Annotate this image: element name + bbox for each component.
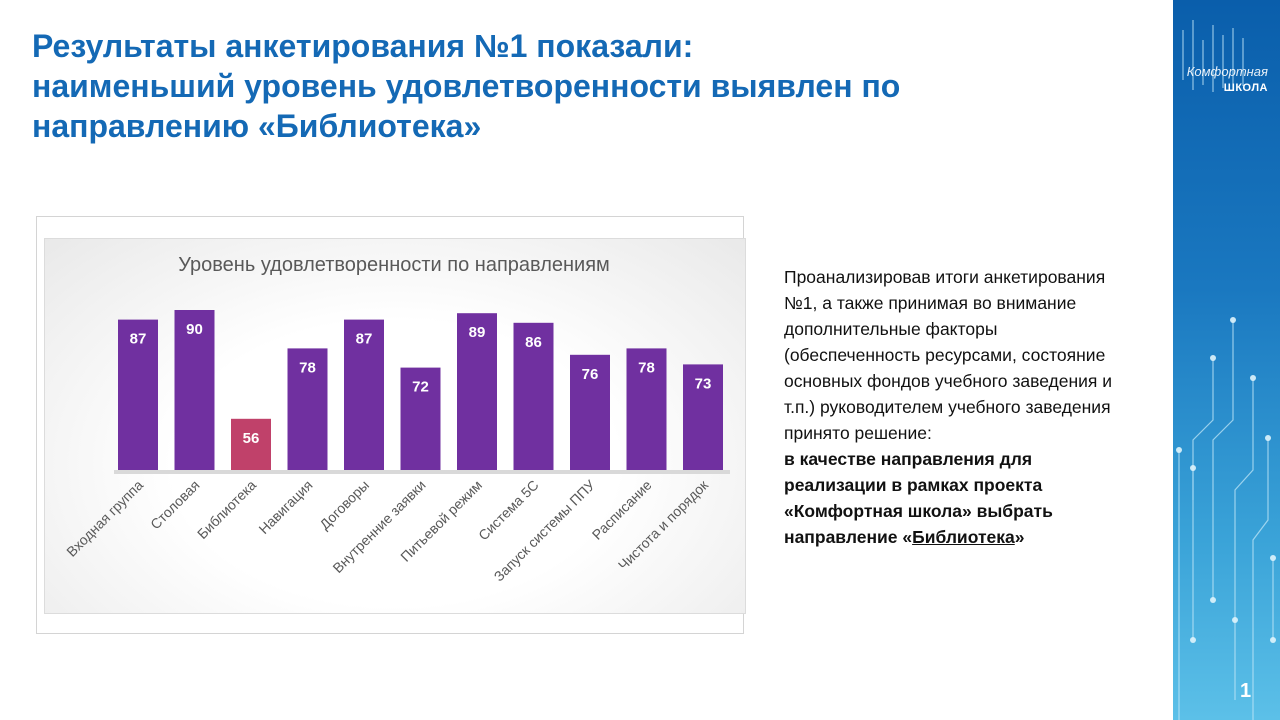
category-tick-label: Навигация — [255, 477, 315, 537]
category-tick-label: Библиотека — [194, 477, 259, 542]
decision-prefix: в качестве направления для реализации в … — [784, 449, 1053, 547]
bar-1 — [118, 319, 158, 470]
slide-number: 1 — [1240, 680, 1252, 702]
category-tick-label: Запуск системы ППУ — [491, 477, 599, 585]
bar-chart: Уровень удовлетворенности по направления… — [63, 254, 730, 585]
bar-9 — [570, 354, 610, 470]
chart-title: Уровень удовлетворенности по направления… — [178, 254, 610, 276]
logo-line-2: ШКОЛА — [1223, 82, 1268, 94]
bar-value-label: 86 — [525, 334, 542, 351]
chart-baseline — [114, 470, 730, 474]
bar-value-label: 73 — [695, 375, 712, 392]
bar-value-label: 87 — [130, 331, 147, 348]
bar-value-label: 72 — [412, 379, 429, 396]
category-tick-label: Столовая — [147, 477, 203, 533]
decorative-side-band — [1173, 0, 1280, 720]
logo-line-1: Комфортная — [1186, 64, 1268, 79]
category-tick-label: Внутренние заявки — [329, 477, 428, 576]
bar-value-label: 78 — [638, 359, 655, 376]
bar-value-label: 78 — [299, 359, 316, 376]
bar-value-label: 56 — [243, 430, 260, 447]
bar-value-label: 76 — [582, 366, 599, 383]
slide-title: Результаты анкетирования №1 показали: на… — [32, 26, 1152, 146]
bar-2 — [174, 310, 215, 470]
category-tick-label: Договоры — [316, 477, 372, 533]
decision-library-link: Библиотека — [912, 527, 1015, 547]
analysis-text: Проанализировав итоги анкетирования №1, … — [784, 267, 1113, 443]
bar-5 — [344, 319, 384, 470]
bar-6 — [400, 367, 441, 470]
circuit-decoration-icon — [1176, 20, 1276, 720]
bar-4 — [287, 348, 328, 470]
bar-3 — [231, 418, 271, 470]
title-line-2: наименьший уровень удовлетворенности выя… — [32, 68, 901, 104]
bar-value-label: 87 — [356, 331, 373, 348]
bar-8 — [513, 322, 554, 470]
decision-bold-text: в качестве направления для реализации в … — [784, 446, 1124, 550]
bar-10 — [626, 348, 667, 470]
bar-7 — [457, 313, 497, 470]
title-line-3: направлению «Библиотека» — [32, 108, 482, 144]
comfort-school-logo: Комфортная ШКОЛА — [1180, 40, 1276, 100]
decision-suffix: » — [1014, 527, 1025, 547]
decision-text: Проанализировав итоги анкетирования №1, … — [784, 264, 1124, 550]
title-line-1: Результаты анкетирования №1 показали: — [32, 28, 694, 64]
bar-value-label: 90 — [186, 321, 203, 338]
bar-value-label: 89 — [469, 324, 486, 341]
category-tick-label: Входная группа — [63, 477, 146, 560]
bar-11 — [683, 364, 723, 470]
